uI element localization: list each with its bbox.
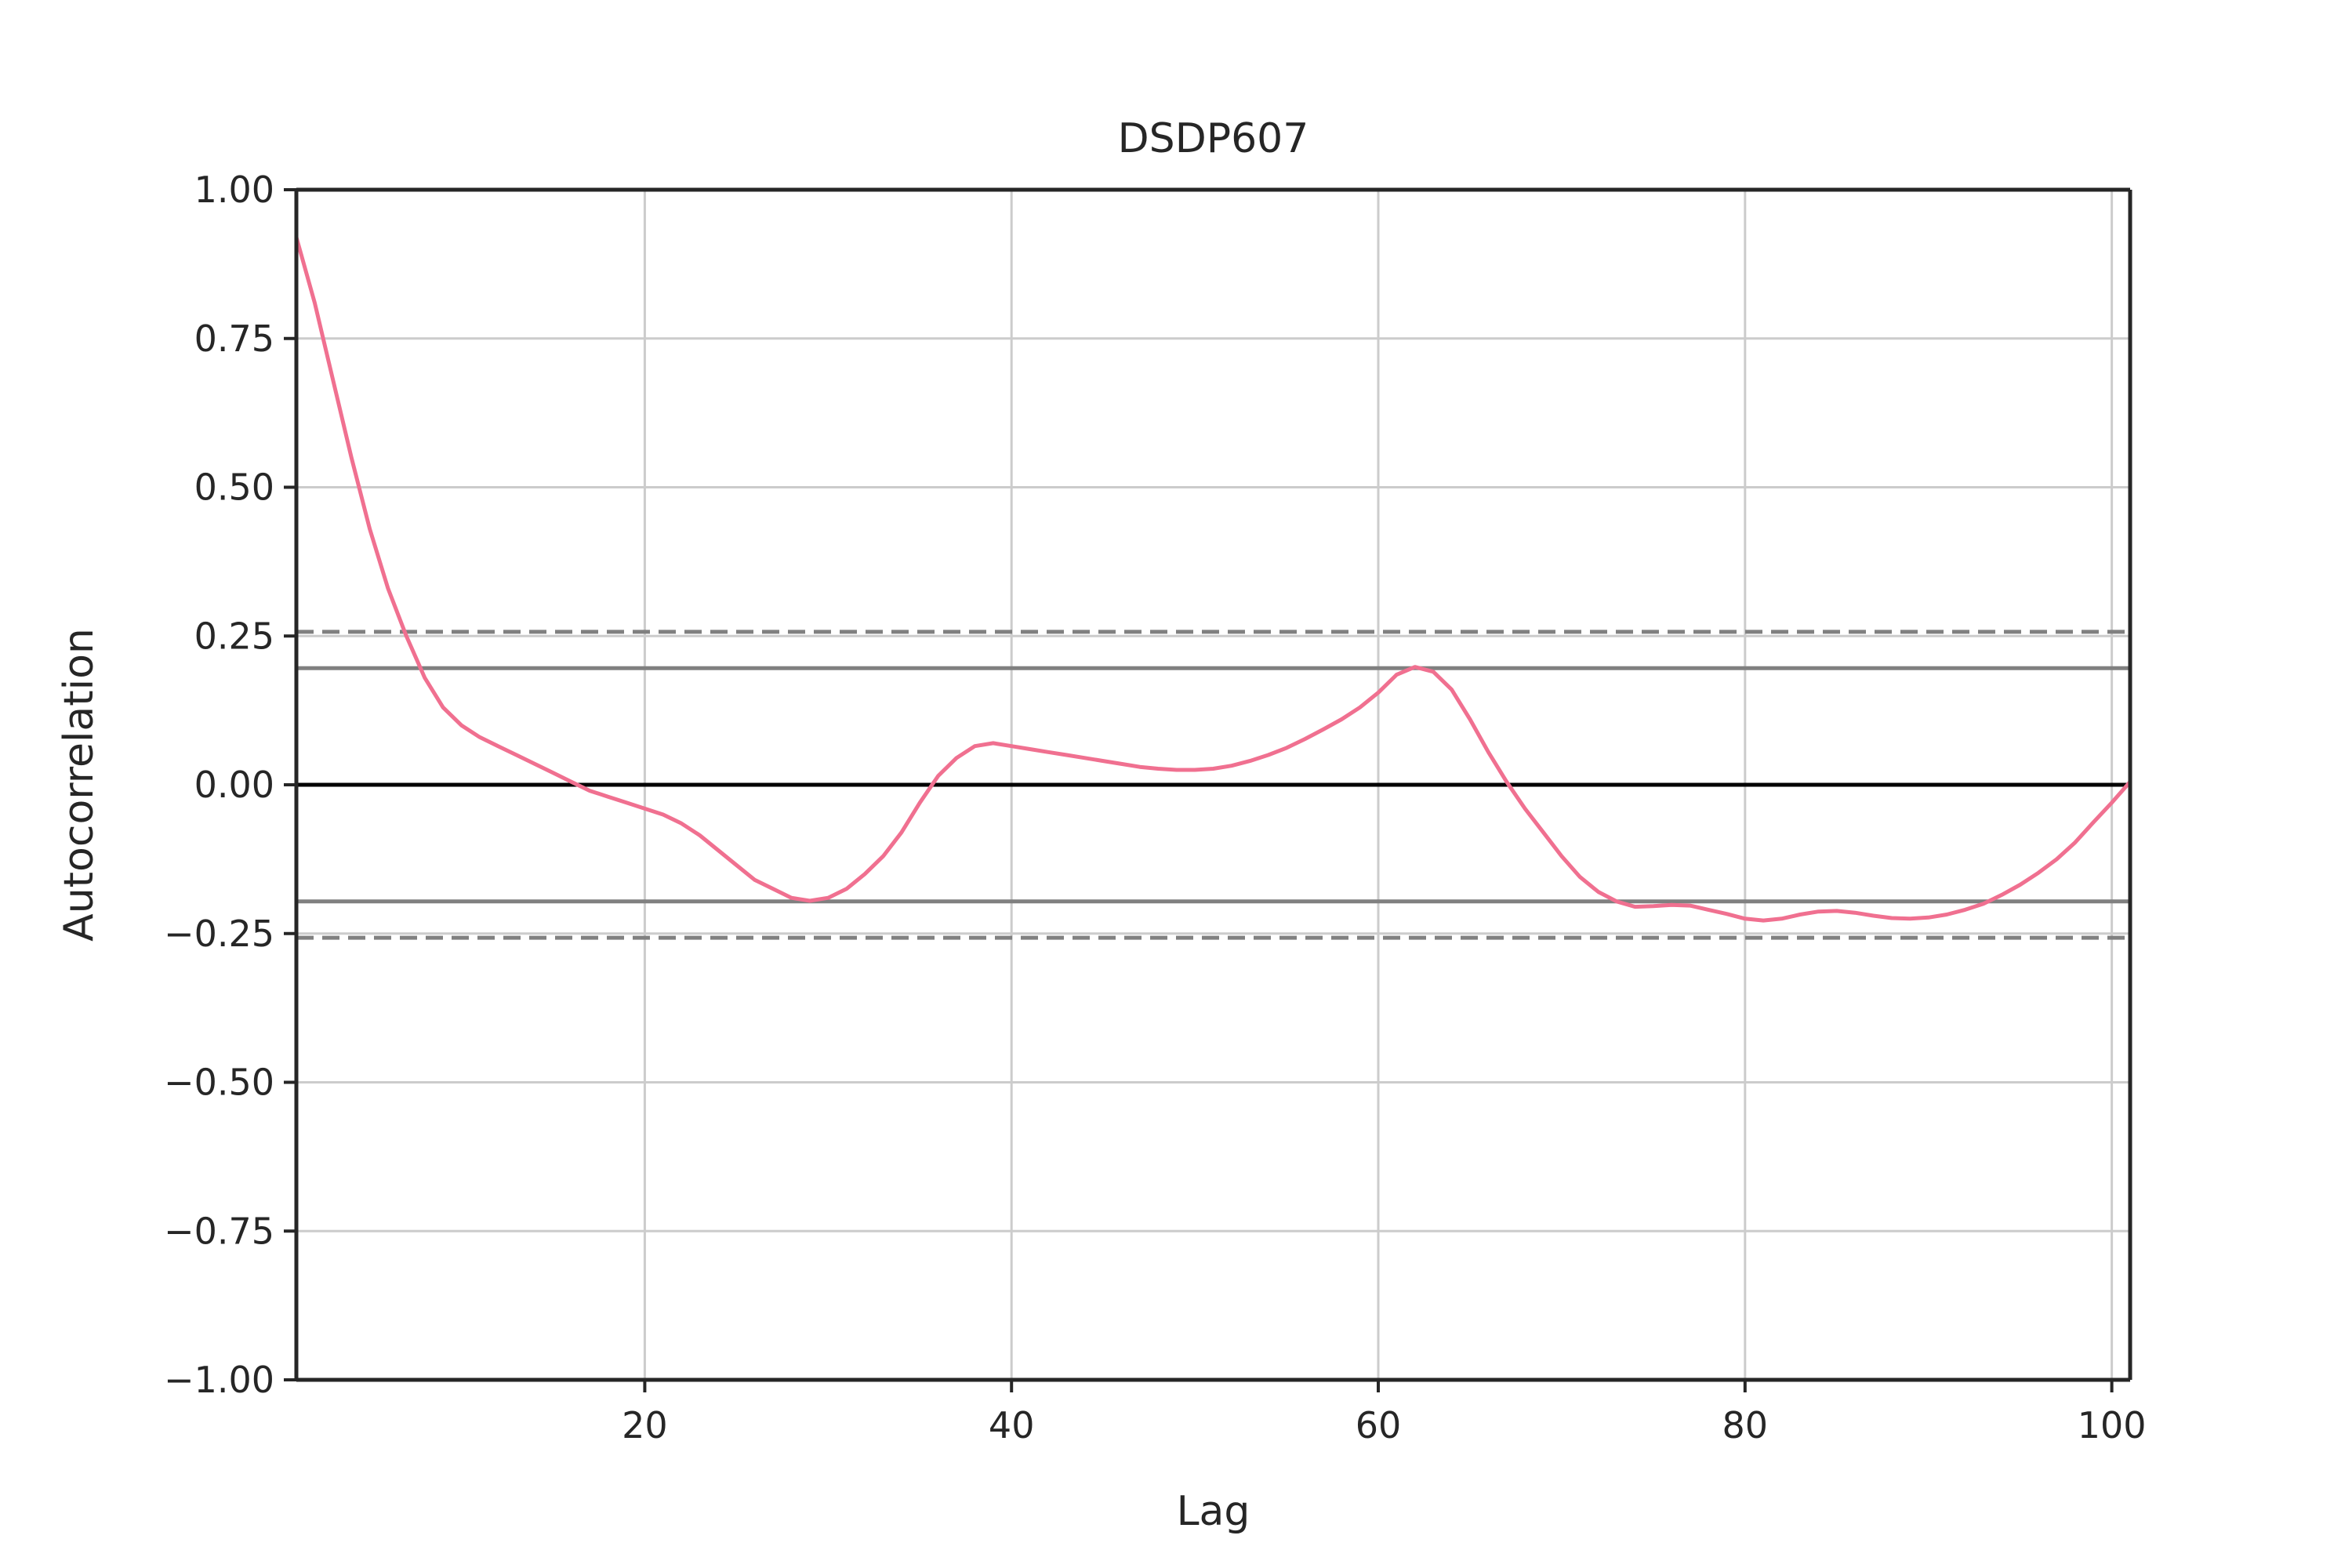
autocorrelation-series-line [294, 237, 2132, 923]
x-tick-label: 20 [622, 1404, 668, 1446]
y-axis-title: Autocorrelation [56, 628, 103, 942]
y-tick-label: 0.75 [194, 318, 274, 360]
axes [284, 187, 2132, 1392]
y-tick-label: −1.00 [164, 1359, 274, 1401]
x-tick-label: 40 [989, 1404, 1035, 1446]
tick-labels: 1.00 0.75 0.50 0.25 0.00 −0.25 −0.50 −0.75 −1.00… [164, 169, 2146, 1446]
y-tick-label: 1.00 [194, 169, 274, 211]
y-tick-label: −0.75 [164, 1210, 274, 1252]
y-tick-label: −0.50 [164, 1062, 274, 1104]
x-tick-label: 60 [1356, 1404, 1402, 1446]
y-tick-label: 0.25 [194, 615, 274, 657]
x-tick-label: 100 [2078, 1404, 2147, 1446]
y-tick-label: 0.50 [194, 466, 274, 509]
x-tick-label: 80 [1722, 1404, 1769, 1446]
y-tick-label: 0.00 [194, 764, 274, 806]
x-axis-title: Lag [1177, 1488, 1250, 1535]
reference-lines [296, 630, 2130, 940]
series-layer [294, 237, 2132, 923]
y-tick-label: −0.25 [164, 913, 274, 955]
chart-title: DSDP607 [1118, 115, 1309, 162]
